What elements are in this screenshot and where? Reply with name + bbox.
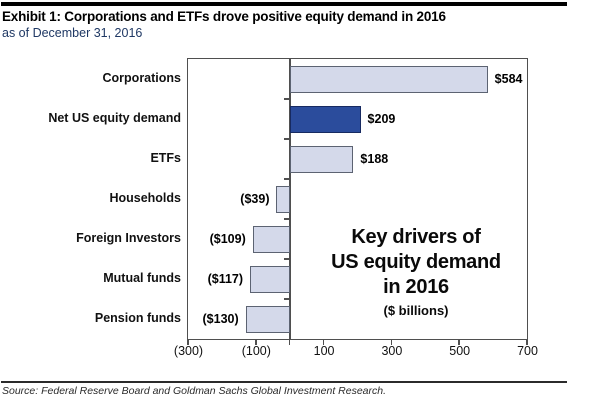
bar-value-label: ($39) — [240, 192, 270, 206]
axis-tick — [284, 98, 290, 100]
bar — [245, 305, 290, 333]
x-axis-tick-label: 300 — [381, 344, 403, 358]
bar-value-label: ($109) — [209, 232, 246, 246]
x-axis-tick-label: (300) — [173, 344, 204, 358]
chart-annotation: Key drivers of US equity demand in 2016 … — [294, 225, 538, 318]
axis-tick — [284, 298, 290, 300]
axis-tick — [284, 218, 290, 220]
zero-axis-line — [288, 59, 291, 339]
x-axis-tick-label: (100) — [241, 344, 271, 358]
bar — [252, 225, 290, 253]
bottom-rule — [1, 381, 567, 383]
plot-area: Key drivers of US equity demand in 2016 … — [187, 58, 528, 345]
annotation-line-1: Key drivers of — [351, 226, 481, 248]
bar-value-label: $188 — [360, 152, 389, 166]
category-label: Pension funds — [94, 311, 181, 325]
bar-chart: Corporations Net US equity demand ETFs Hous… — [0, 58, 600, 368]
x-axis: (300) (100) 100 300 500 700 — [0, 344, 600, 364]
axis-tick — [187, 340, 189, 345]
axis-tick — [458, 340, 460, 345]
category-label: Corporations — [102, 71, 181, 85]
annotation-line-2: US equity demand — [331, 251, 501, 273]
category-label: Foreign Investors — [76, 231, 181, 245]
axis-tick — [322, 340, 325, 345]
annotation-line-3: in 2016 — [383, 276, 449, 298]
bar-value-label: $209 — [367, 112, 396, 126]
bar-value-label: ($117) — [207, 272, 244, 286]
annotation-units: ($ billions) — [383, 303, 449, 318]
axis-tick — [390, 340, 393, 345]
bar — [276, 185, 290, 213]
axis-tick — [288, 340, 291, 345]
category-label: ETFs — [150, 151, 181, 165]
category-label: Households — [109, 191, 181, 205]
bar — [289, 145, 354, 173]
x-axis-tick-label: 100 — [313, 344, 335, 358]
axis-tick — [526, 340, 528, 345]
x-axis-tick-label: 700 — [517, 344, 538, 358]
bar — [289, 65, 488, 93]
exhibit-subtitle: as of December 31, 2016 — [2, 26, 143, 40]
axis-tick — [284, 178, 290, 180]
category-labels: Corporations Net US equity demand ETFs Hous… — [0, 58, 181, 338]
axis-tick — [284, 138, 290, 140]
bar — [289, 105, 361, 133]
axis-tick — [255, 340, 257, 345]
bar-value-label: ($130) — [202, 312, 239, 326]
source-note: Source: Federal Reserve Board and Goldma… — [2, 385, 387, 397]
exhibit-title: Exhibit 1: Corporations and ETFs drove p… — [2, 9, 446, 24]
top-rule — [1, 2, 567, 6]
x-axis-tick-label: 500 — [449, 344, 471, 358]
bar-value-label: $584 — [494, 72, 523, 86]
category-label: Mutual funds — [103, 271, 181, 285]
bar — [250, 265, 290, 293]
axis-tick — [284, 258, 290, 260]
category-label: Net US equity demand — [48, 111, 181, 125]
